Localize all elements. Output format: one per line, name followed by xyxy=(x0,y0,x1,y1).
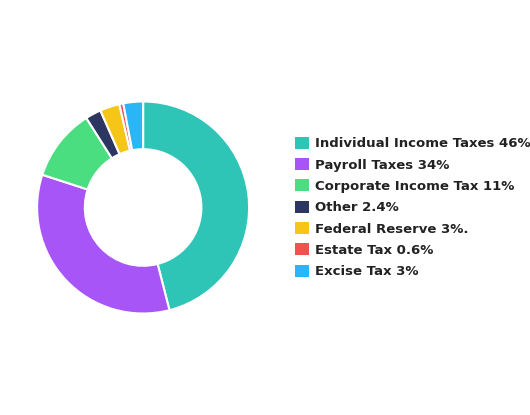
Wedge shape xyxy=(100,104,130,154)
Legend: Individual Income Taxes 46%, Payroll Taxes 34%, Corporate Income Tax 11%, Other : Individual Income Taxes 46%, Payroll Tax… xyxy=(295,137,530,278)
Wedge shape xyxy=(86,110,120,158)
Wedge shape xyxy=(123,102,143,150)
Wedge shape xyxy=(119,103,132,151)
Wedge shape xyxy=(143,102,249,310)
Wedge shape xyxy=(37,175,170,313)
Wedge shape xyxy=(42,118,112,190)
